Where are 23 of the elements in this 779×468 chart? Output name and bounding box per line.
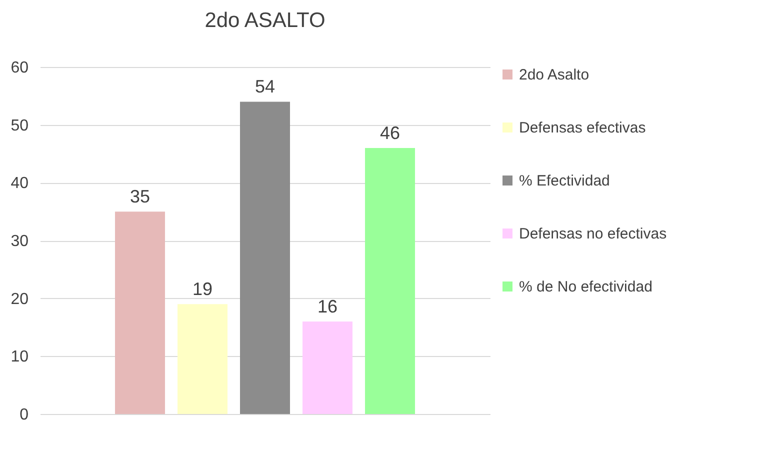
y-tick-label: 10 (10, 348, 29, 366)
chart-title: 2do ASALTO (204, 9, 326, 32)
y-tick-label: 0 (20, 406, 29, 424)
y-tick-label: 30 (10, 233, 29, 250)
data-label: 46 (380, 122, 400, 143)
bar (240, 102, 290, 414)
y-tick-label: 40 (10, 175, 29, 192)
data-label: 19 (192, 279, 213, 300)
legend-label: Defensas no efectivas (519, 226, 667, 242)
legend-label: % Efectividad (519, 172, 610, 190)
data-label: 54 (254, 76, 276, 97)
legend-label: Defensas efectivas (519, 120, 646, 136)
y-tick-label: 60 (10, 60, 29, 76)
bar (365, 148, 415, 414)
y-tick-label: 50 (10, 117, 29, 134)
bar (302, 321, 352, 414)
legend-label: 2do Asalto (519, 66, 590, 84)
legend-label: % de No efectividad (519, 278, 652, 296)
bar (178, 304, 228, 414)
y-tick-label: 20 (10, 290, 29, 308)
data-label: 16 (317, 296, 338, 316)
data-label: 35 (130, 186, 150, 207)
bar (115, 212, 165, 414)
